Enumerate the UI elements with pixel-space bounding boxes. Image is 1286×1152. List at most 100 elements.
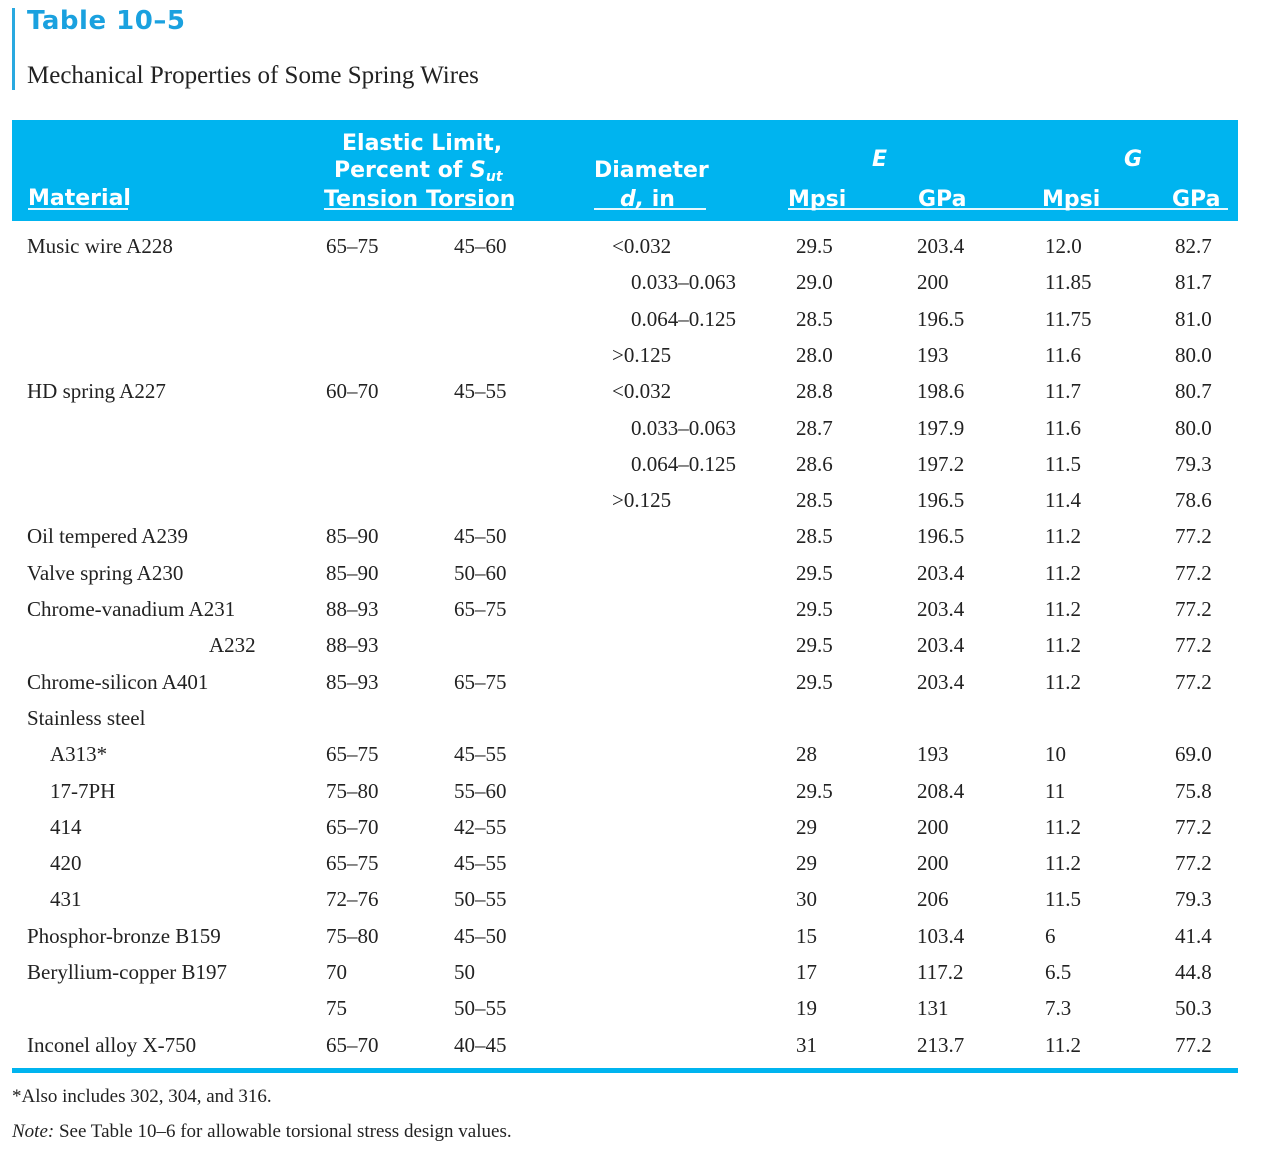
table-row: Phosphor-bronze B159 75–80 45–50 15 103.4 6 41… (0, 918, 1286, 954)
cell-g-mpsi: 11.2 (1045, 633, 1081, 658)
header-material: Material (28, 186, 131, 211)
table-row: Valve spring A230 85–90 50–60 29.5 203.4 11.2… (0, 555, 1286, 591)
cell-g-mpsi: 11.5 (1045, 451, 1081, 476)
cell-tension: 65–75 (326, 742, 379, 767)
table-row: Inconel alloy X-750 65–70 40–45 31 213.7 11.2… (0, 1027, 1286, 1063)
table-row: 0.033–0.063 29.0 200 11.85 81.7 (0, 264, 1286, 300)
cell-g-gpa: 77.2 (1175, 1032, 1212, 1057)
cell-tension: 75–80 (326, 778, 379, 803)
table-bottom-rule (12, 1068, 1238, 1073)
cell-e-gpa: 196.5 (917, 524, 965, 549)
cell-e-mpsi: 28.5 (796, 524, 833, 549)
cell-e-gpa: 203.4 (917, 597, 965, 621)
cell-torsion: 65–75 (454, 597, 507, 621)
cell-tension: 75–80 (326, 923, 379, 948)
table-row: >0.125 28.0 193 11.6 80.0 (0, 337, 1286, 373)
cell-material: Chrome-vanadium A231 (27, 597, 236, 621)
cell-e-gpa: 203.4 (917, 669, 965, 694)
cell-material: Oil tempered A239 (27, 524, 188, 549)
cell-g-gpa: 82.7 (1175, 234, 1212, 258)
cell-tension: 85–90 (326, 560, 379, 585)
cell-e-gpa: 196.5 (917, 488, 965, 513)
cell-e-mpsi: 19 (796, 996, 817, 1021)
cell-diameter: <0.032 (612, 379, 672, 404)
cell-g-gpa: 77.2 (1175, 633, 1212, 658)
cell-g-gpa: 81.7 (1175, 270, 1212, 295)
table-row: A232 88–93 29.5 203.4 11.2 77.2 (0, 627, 1286, 663)
cell-g-gpa: 80.0 (1175, 342, 1212, 367)
cell-g-gpa: 80.0 (1175, 415, 1212, 440)
cell-e-gpa: 131 (917, 996, 949, 1021)
cell-e-gpa: 198.6 (917, 379, 965, 404)
cell-e-gpa: 213.7 (917, 1032, 965, 1057)
cell-g-mpsi: 11.2 (1045, 814, 1081, 839)
cell-e-gpa: 117.2 (917, 960, 964, 984)
table-row: HD spring A227 60–70 45–55 <0.032 28.8 198.6 1… (0, 373, 1286, 409)
header-underline-diameter (594, 208, 706, 210)
cell-e-mpsi: 17 (796, 960, 817, 984)
cell-g-gpa: 50.3 (1175, 996, 1212, 1021)
cell-g-gpa: 77.2 (1175, 814, 1212, 839)
header-e-gpa: GPa (918, 187, 967, 212)
cell-tension: 70 (326, 960, 347, 984)
cell-e-mpsi: 28.8 (796, 379, 833, 404)
header-g-mpsi: Mpsi (1042, 187, 1101, 212)
header-d-symbol: d, (620, 187, 645, 212)
cell-e-mpsi: 31 (796, 1032, 817, 1057)
cell-torsion: 50–55 (454, 887, 507, 912)
cell-g-gpa: 80.7 (1175, 379, 1212, 404)
cell-material: 420 (50, 851, 82, 876)
cell-e-gpa: 200 (917, 270, 949, 295)
cell-tension: 72–76 (326, 887, 379, 912)
cell-torsion: 45–60 (454, 234, 507, 258)
cell-material: A232 (209, 633, 256, 658)
cell-tension: 85–90 (326, 524, 379, 549)
cell-material: A313* (50, 742, 108, 767)
header-e-symbol: E (872, 146, 887, 174)
table-row: Beryllium-copper B197 70 50 17 117.2 6.5 44.8 (0, 954, 1286, 990)
cell-e-gpa: 203.4 (917, 234, 965, 258)
footnote: *Also includes 302, 304, and 316. (12, 1086, 272, 1107)
cell-e-mpsi: 28.0 (796, 342, 833, 367)
header-elastic-limit-line2: Percent of Sut (334, 157, 503, 191)
table-row: 0.064–0.125 28.6 197.2 11.5 79.3 (0, 446, 1286, 482)
header-g-gpa: GPa (1172, 187, 1221, 212)
cell-g-mpsi: 7.3 (1045, 996, 1072, 1021)
cell-g-mpsi: 11.2 (1045, 560, 1081, 585)
cell-g-mpsi: 11.2 (1045, 1032, 1081, 1057)
header-underline-material (28, 208, 128, 210)
cell-torsion: 50–55 (454, 996, 507, 1021)
cell-g-gpa: 81.0 (1175, 306, 1212, 331)
cell-material: Beryllium-copper B197 (27, 960, 228, 984)
cell-torsion: 45–55 (454, 851, 507, 876)
header-g-symbol: G (1124, 146, 1142, 174)
cell-diameter: 0.033–0.063 (631, 270, 736, 295)
header-torsion: Torsion (426, 187, 516, 212)
header-underline-moduli (788, 208, 1228, 210)
cell-e-mpsi: 30 (796, 887, 817, 912)
cell-material: 414 (50, 814, 82, 839)
note-label: Note: (12, 1121, 55, 1142)
header-tension: Tension (324, 187, 419, 212)
header-sut-symbol: S (470, 158, 486, 183)
cell-g-mpsi: 11.2 (1045, 597, 1081, 621)
cell-e-mpsi: 29.0 (796, 270, 833, 295)
cell-g-gpa: 44.8 (1175, 960, 1212, 984)
cell-g-mpsi: 11.6 (1045, 342, 1081, 367)
cell-e-mpsi: 29.5 (796, 669, 833, 694)
table-row: Chrome-silicon A401 85–93 65–75 29.5 203.4 11… (0, 664, 1286, 700)
cell-g-gpa: 41.4 (1175, 923, 1212, 948)
table-row: Oil tempered A239 85–90 45–50 28.5 196.5 11.2… (0, 518, 1286, 554)
cell-g-mpsi: 11.7 (1045, 379, 1081, 404)
header-diameter-line1: Diameter (594, 158, 709, 183)
header-sut-subscript: ut (485, 169, 503, 185)
cell-torsion: 45–50 (454, 524, 507, 549)
table-row: 414 65–70 42–55 29 200 11.2 77.2 (0, 809, 1286, 845)
cell-torsion: 40–45 (454, 1032, 507, 1057)
cell-g-mpsi: 11.2 (1045, 851, 1081, 876)
cell-g-gpa: 69.0 (1175, 742, 1212, 767)
table-row: 17-7PH 75–80 55–60 29.5 208.4 11 75.8 (0, 773, 1286, 809)
table-row: 420 65–75 45–55 29 200 11.2 77.2 (0, 845, 1286, 881)
cell-tension: 65–70 (326, 814, 379, 839)
table-row: 75 50–55 19 131 7.3 50.3 (0, 990, 1286, 1026)
